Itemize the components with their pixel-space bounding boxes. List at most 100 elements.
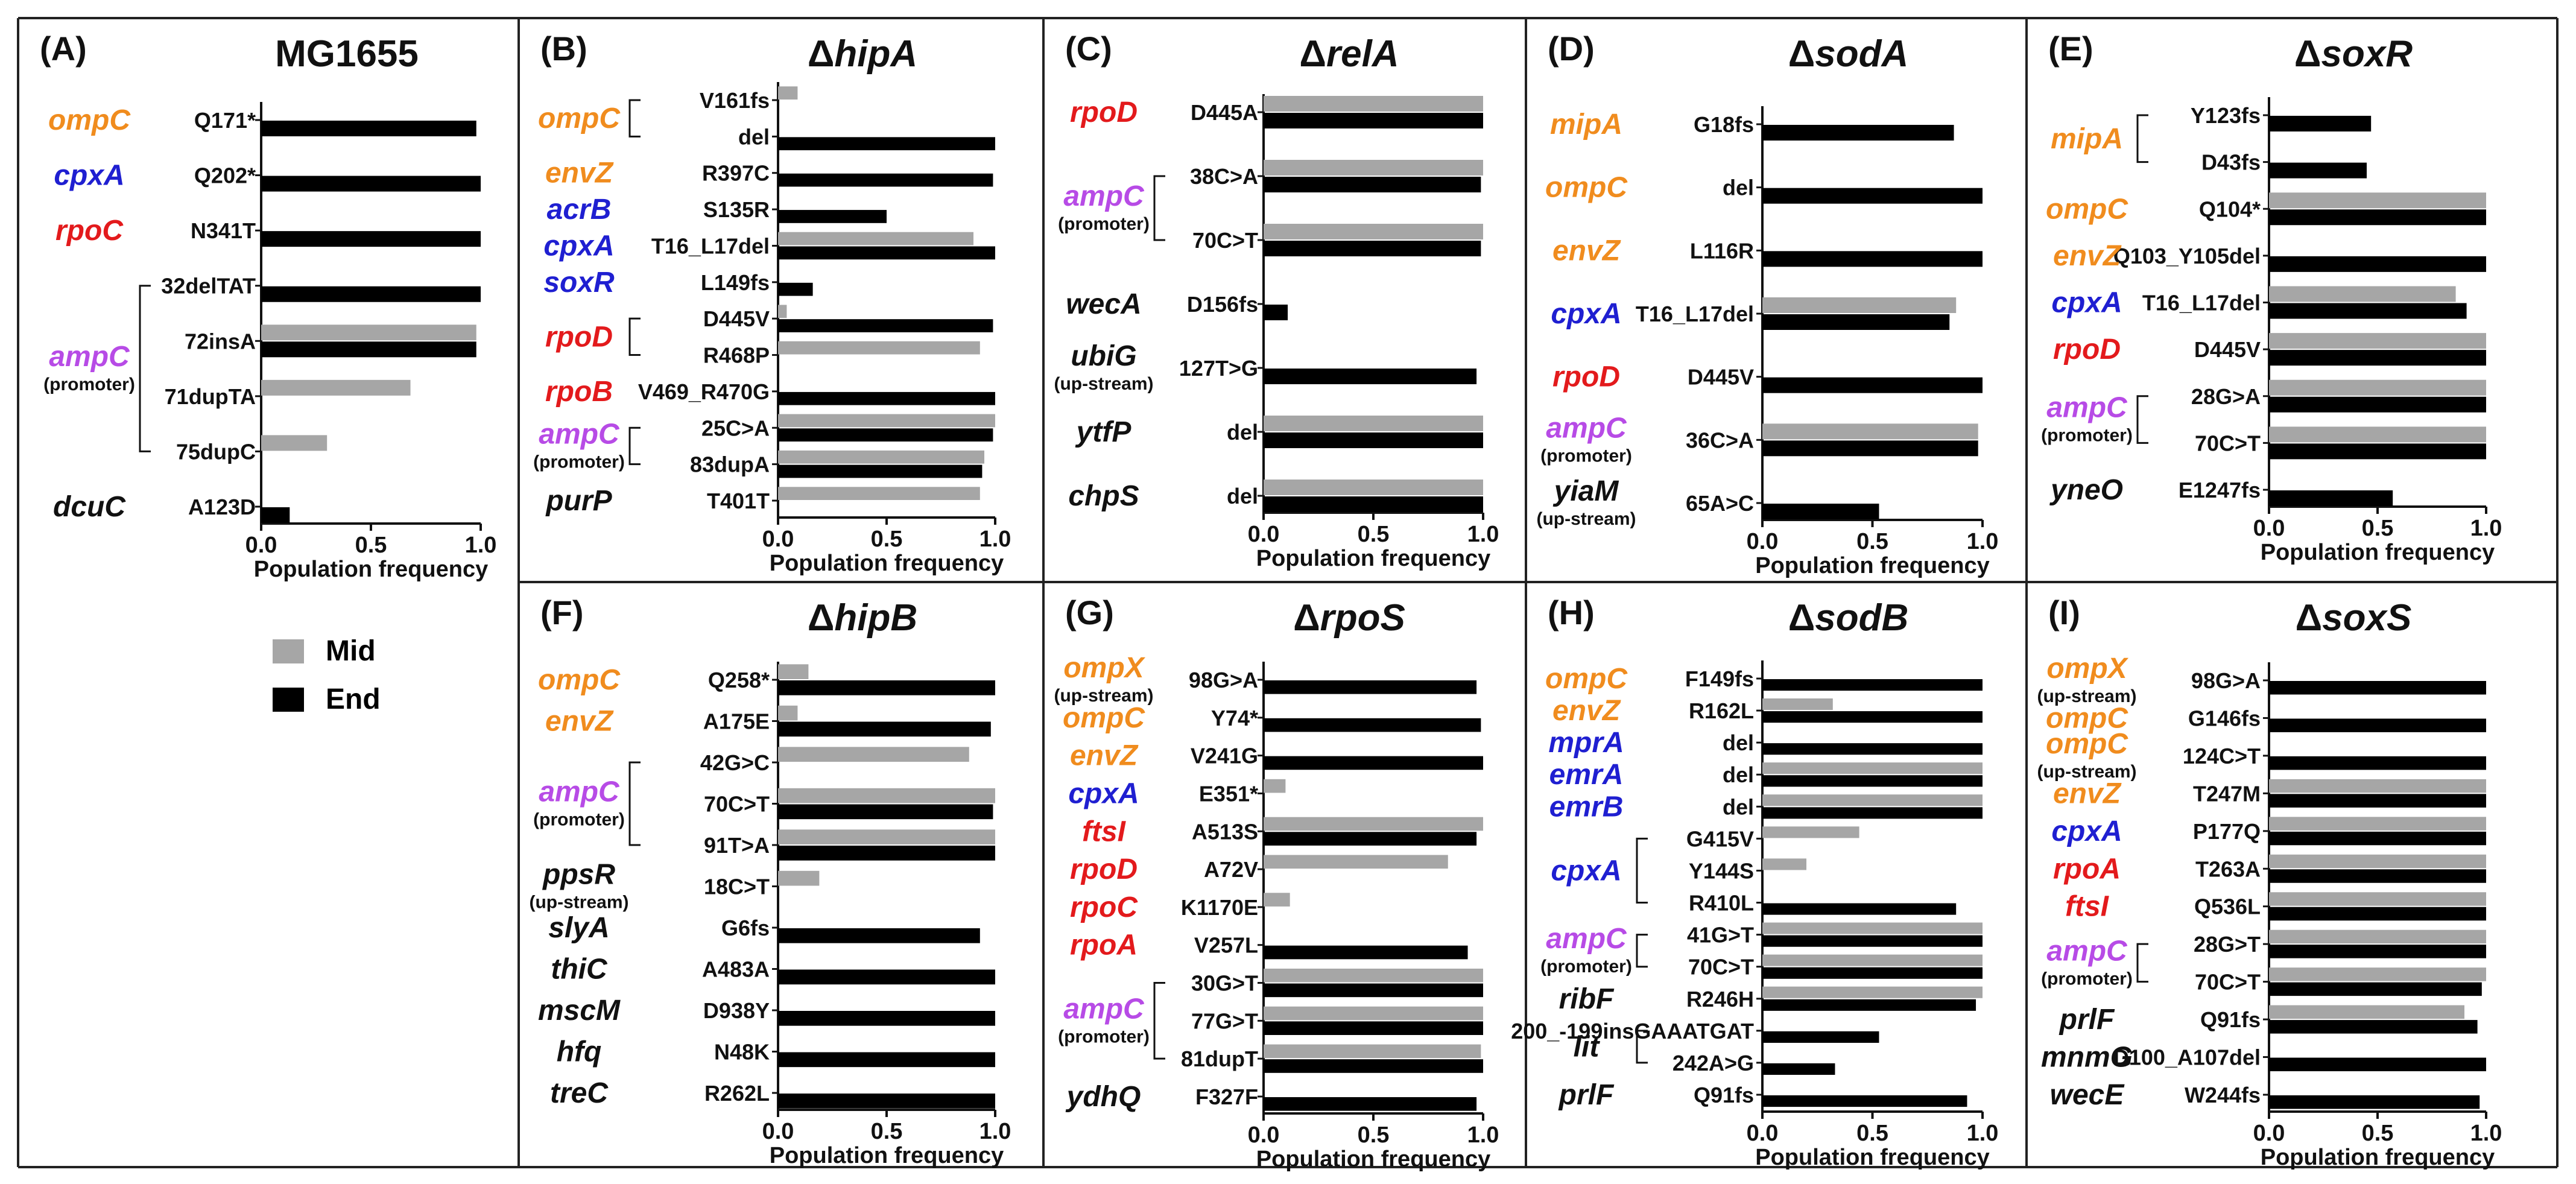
mutation-label: D445V bbox=[703, 306, 770, 331]
bar-end bbox=[1264, 113, 1483, 128]
gene-bracket bbox=[1636, 1030, 1648, 1064]
gene-label: ydhQ bbox=[1066, 1081, 1141, 1113]
mutation-label: T16_L17del bbox=[651, 233, 770, 258]
bar-end bbox=[1264, 1059, 1483, 1073]
gene-label: ompC bbox=[1063, 702, 1145, 734]
bar-end bbox=[1264, 369, 1477, 384]
mutation-label: 75dupC bbox=[176, 439, 256, 464]
mutation-label: 25C>A bbox=[701, 416, 770, 440]
bar-mid bbox=[261, 435, 328, 451]
bar-end bbox=[778, 137, 995, 151]
gene-bracket bbox=[1636, 837, 1648, 904]
gene-label: cpxA bbox=[1551, 298, 1621, 330]
gene-bracket bbox=[1636, 934, 1648, 968]
gene-bracket bbox=[1153, 982, 1165, 1060]
gene-label: cpxA bbox=[54, 160, 124, 192]
bar-mid bbox=[261, 379, 411, 396]
bar-end bbox=[2269, 794, 2486, 808]
mutation-label: 30G>T bbox=[1191, 971, 1258, 996]
bar-end bbox=[2269, 869, 2486, 883]
gene-label: envZ bbox=[545, 706, 614, 738]
bar-end bbox=[778, 721, 991, 737]
panel-letter: (F) bbox=[540, 594, 584, 632]
mutation-label: 18C>T bbox=[704, 875, 770, 899]
panel-letter: (B) bbox=[540, 30, 587, 68]
mutation-label: 127T>G bbox=[1179, 356, 1258, 381]
gene-bracket bbox=[139, 285, 151, 452]
mutation-label: E351* bbox=[1199, 781, 1258, 806]
bar-end bbox=[1762, 903, 1957, 915]
mutation-label: D938Y bbox=[703, 998, 770, 1023]
gene-label: cpxA bbox=[543, 230, 614, 262]
mutation-label: del bbox=[1227, 484, 1258, 508]
x-axis-title: Population frequency bbox=[1755, 553, 1989, 578]
mutation-label: 70C>T bbox=[2195, 970, 2261, 995]
mutation-label: Q536L bbox=[2194, 894, 2261, 919]
bar-end bbox=[1264, 983, 1483, 998]
bar-mid bbox=[1264, 96, 1483, 112]
gene-label: cpxA bbox=[1551, 855, 1621, 887]
mutation-label: F149fs bbox=[1685, 666, 1754, 691]
mutation-label: 70C>T bbox=[704, 792, 770, 817]
x-tick-label: 0.0 bbox=[1248, 1122, 1280, 1148]
gene-note: (up-stream) bbox=[1054, 686, 1153, 706]
bar-end bbox=[2269, 1020, 2478, 1034]
bar-end bbox=[261, 286, 481, 302]
mutation-label: V161fs bbox=[700, 88, 770, 113]
bar-end bbox=[1762, 440, 1978, 457]
panel-title: ΔsodA bbox=[1788, 33, 1909, 75]
mutation-label: R246H bbox=[1686, 987, 1754, 1011]
bar-end bbox=[2269, 945, 2486, 958]
bar-end bbox=[2269, 116, 2372, 131]
gene-label: ytfP bbox=[1075, 416, 1132, 448]
mutation-label: 83dupA bbox=[690, 452, 770, 477]
gene-bracket bbox=[628, 99, 641, 138]
mutation-label: 98G>A bbox=[2191, 668, 2261, 693]
x-tick-label: 0.0 bbox=[245, 533, 277, 558]
gene-label: envZ bbox=[1552, 235, 1621, 267]
bar-mid bbox=[778, 232, 973, 245]
bar-end bbox=[1762, 743, 1983, 755]
mutation-label: del bbox=[1227, 420, 1258, 445]
x-tick-label: 1.0 bbox=[979, 527, 1011, 552]
bar-end bbox=[778, 969, 995, 985]
gene-label: ompC bbox=[2046, 728, 2128, 760]
mutation-label: D445V bbox=[1688, 365, 1754, 390]
bar-end bbox=[778, 428, 993, 442]
gene-label: ompC bbox=[538, 103, 621, 135]
mutation-label: R262L bbox=[704, 1081, 770, 1106]
x-tick-label: 1.0 bbox=[1967, 529, 1999, 554]
bar-end bbox=[1264, 832, 1477, 846]
gene-label: ftsI bbox=[1082, 815, 1127, 847]
panel-title: ΔrpoS bbox=[1293, 597, 1405, 639]
x-tick-label: 1.0 bbox=[2470, 1121, 2502, 1146]
mutation-label: G146fs bbox=[2188, 706, 2261, 730]
bar-end bbox=[2269, 982, 2482, 996]
bar-mid bbox=[2269, 817, 2486, 831]
mutation-label: Q91fs bbox=[2200, 1007, 2261, 1032]
mutation-label: 70C>T bbox=[2195, 431, 2261, 455]
gene-label: ampC bbox=[1063, 993, 1145, 1025]
bar-mid bbox=[1264, 1044, 1481, 1059]
gene-label: rpoD bbox=[545, 321, 613, 353]
bar-end bbox=[261, 121, 476, 136]
bar-end bbox=[1264, 496, 1483, 512]
mutation-label: G415V bbox=[1686, 826, 1754, 851]
mutation-label: del bbox=[1723, 176, 1754, 200]
gene-label: ompC bbox=[1545, 663, 1628, 695]
bar-end bbox=[1762, 967, 1983, 979]
gene-label: mprA bbox=[1548, 727, 1624, 759]
mutation-label: T16_L17del bbox=[2142, 291, 2261, 315]
bar-end bbox=[1762, 188, 1983, 204]
mutation-label: 65A>C bbox=[1686, 491, 1754, 516]
legend-mid-label: Mid bbox=[326, 635, 376, 667]
gene-label: dcuC bbox=[53, 491, 126, 523]
bar-end bbox=[2269, 490, 2393, 506]
panel-letter: (C) bbox=[1065, 30, 1112, 68]
bar-end bbox=[778, 1094, 995, 1109]
